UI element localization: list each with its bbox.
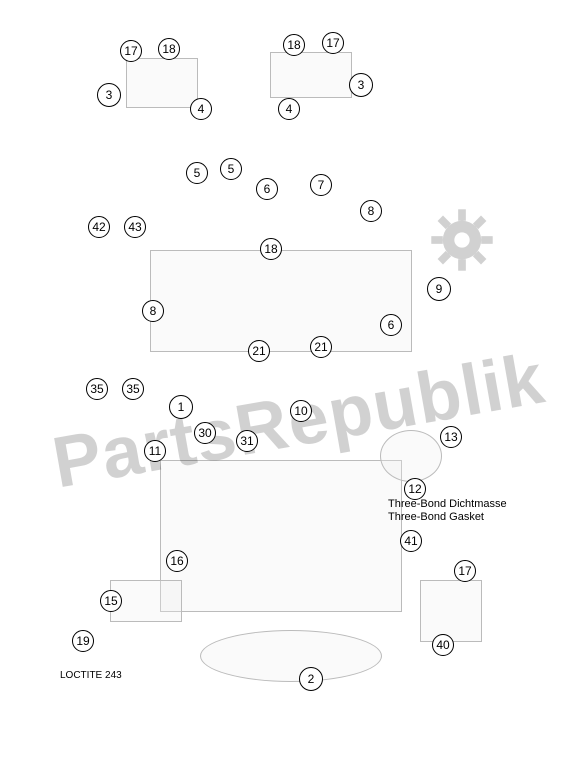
callout-19[interactable]: 19: [72, 630, 94, 652]
callout-6[interactable]: 6: [256, 178, 278, 200]
callout-5[interactable]: 5: [220, 158, 242, 180]
callout-5[interactable]: 5: [186, 162, 208, 184]
callout-16[interactable]: 16: [166, 550, 188, 572]
callout-18[interactable]: 18: [260, 238, 282, 260]
callout-30[interactable]: 30: [194, 422, 216, 444]
callout-17[interactable]: 17: [120, 40, 142, 62]
callout-31[interactable]: 31: [236, 430, 258, 452]
callout-8[interactable]: 8: [142, 300, 164, 322]
part-shape: [200, 630, 382, 682]
callout-43[interactable]: 43: [124, 216, 146, 238]
callout-40[interactable]: 40: [432, 634, 454, 656]
callout-18[interactable]: 18: [283, 34, 305, 56]
callout-11[interactable]: 11: [144, 440, 166, 462]
callout-13[interactable]: 13: [440, 426, 462, 448]
callout-9[interactable]: 9: [427, 277, 451, 301]
callout-12[interactable]: 12: [404, 478, 426, 500]
callout-4[interactable]: 4: [190, 98, 212, 120]
part-shape: [160, 460, 402, 612]
callout-8[interactable]: 8: [360, 200, 382, 222]
callout-21[interactable]: 21: [248, 340, 270, 362]
callout-18[interactable]: 18: [158, 38, 180, 60]
callout-4[interactable]: 4: [278, 98, 300, 120]
part-shape: [420, 580, 482, 642]
callout-21[interactable]: 21: [310, 336, 332, 358]
callout-35[interactable]: 35: [86, 378, 108, 400]
part-shape: [126, 58, 198, 108]
callout-17[interactable]: 17: [454, 560, 476, 582]
note-text: Three-Bond Dichtmasse: [388, 498, 507, 510]
note-text: LOCTITE 243: [60, 670, 122, 681]
callout-35[interactable]: 35: [122, 378, 144, 400]
part-shape: [380, 430, 442, 482]
part-shape: [270, 52, 352, 98]
diagram-canvas: PartsRepublik171818173443556784243189862…: [0, 0, 562, 762]
callout-10[interactable]: 10: [290, 400, 312, 422]
callout-3[interactable]: 3: [97, 83, 121, 107]
callout-1[interactable]: 1: [169, 395, 193, 419]
callout-41[interactable]: 41: [400, 530, 422, 552]
gear-icon: [430, 208, 494, 272]
callout-42[interactable]: 42: [88, 216, 110, 238]
callout-7[interactable]: 7: [310, 174, 332, 196]
note-text: Three-Bond Gasket: [388, 511, 484, 523]
callout-17[interactable]: 17: [322, 32, 344, 54]
callout-6[interactable]: 6: [380, 314, 402, 336]
callout-3[interactable]: 3: [349, 73, 373, 97]
callout-2[interactable]: 2: [299, 667, 323, 691]
part-shape: [150, 250, 412, 352]
callout-15[interactable]: 15: [100, 590, 122, 612]
